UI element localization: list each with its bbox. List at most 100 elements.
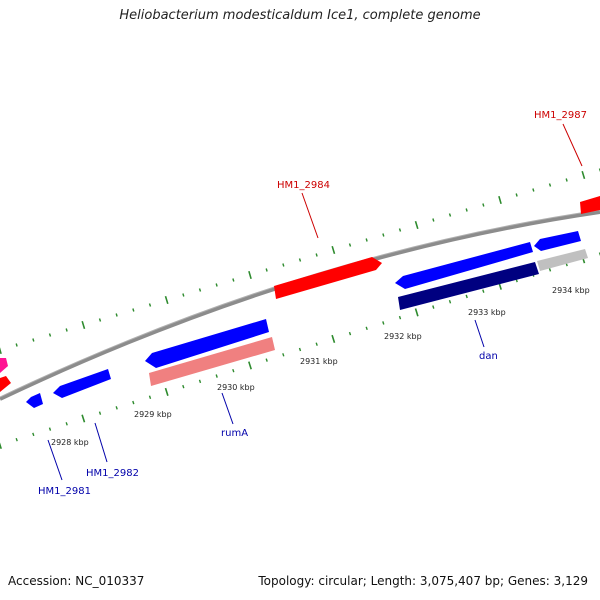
leader-dan [474, 319, 485, 348]
upper-tick [532, 188, 535, 192]
upper-tick [98, 318, 102, 322]
upper-tick [248, 270, 252, 280]
lower-tick [282, 353, 285, 357]
gene-label-hm1-2987[interactable]: HM1_2987 [534, 110, 587, 121]
upper-tick [448, 213, 452, 217]
upper-tick [164, 295, 169, 305]
lower-tick [382, 321, 385, 325]
lower-tick [365, 326, 368, 331]
gene-label-hm1-2981[interactable]: HM1_2981 [38, 486, 91, 497]
genome-title: Heliobacterium modesticaldum Ice1, compl… [119, 8, 481, 23]
lower-tick-track [0, 252, 600, 450]
lower-tick [348, 331, 352, 336]
genome-summary-text: Topology: circular; Length: 3,075,407 bp… [258, 574, 588, 588]
lower-tick [248, 361, 252, 370]
upper-tick [215, 283, 218, 287]
upper-tick [498, 195, 502, 205]
leader-hm1-2987 [562, 123, 583, 167]
kbp-label-2934: 2934 kbp [552, 286, 590, 295]
upper-tick [365, 238, 368, 242]
lower-tick [48, 427, 52, 431]
upper-tick [581, 170, 586, 180]
gene-rumA[interactable] [149, 337, 275, 386]
upper-tick [515, 193, 518, 197]
gene-left-magenta[interactable] [0, 358, 8, 373]
upper-tick [132, 308, 135, 312]
upper-tick [65, 328, 68, 332]
genome-backbone-highlight [0, 209, 600, 398]
upper-tick [331, 245, 336, 255]
lower-tick [0, 442, 2, 450]
upper-tick [81, 320, 86, 330]
gene-grey[interactable] [537, 249, 588, 271]
gene-label-dan[interactable]: dan [479, 351, 498, 362]
gene-label-hm1-2984[interactable]: HM1_2984 [277, 180, 330, 191]
upper-tick [198, 288, 202, 292]
lower-tick [315, 342, 318, 346]
gene-blue-right[interactable] [534, 231, 581, 251]
lower-tick [331, 334, 336, 343]
leader-hm1-2981 [47, 439, 63, 481]
lower-tick [81, 414, 86, 423]
lower-tick [32, 432, 35, 437]
upper-tick [565, 178, 568, 182]
upper-tick [414, 220, 419, 230]
gene-hm1-2982[interactable] [53, 369, 111, 398]
lower-tick [482, 289, 485, 293]
gene-hm1-2981[interactable] [26, 393, 43, 408]
lower-tick [298, 347, 302, 352]
genome-backbone [0, 210, 600, 401]
gene-blue-large-2[interactable] [395, 242, 533, 289]
gene-label-hm1-2982[interactable]: HM1_2982 [86, 468, 139, 479]
lower-tick [414, 308, 419, 317]
upper-tick [398, 228, 402, 232]
upper-tick [282, 263, 285, 267]
upper-tick [348, 243, 352, 247]
kbp-label-2929: 2929 kbp [134, 410, 172, 419]
kbp-label-2933: 2933 kbp [468, 308, 506, 317]
lower-tick [548, 268, 552, 272]
lower-tick [148, 395, 152, 400]
lower-tick [15, 437, 18, 442]
gene-dan[interactable] [398, 262, 539, 310]
upper-tick-track [0, 168, 600, 355]
upper-tick [148, 303, 152, 307]
upper-tick [482, 203, 485, 207]
leader-hm1-2984 [301, 192, 319, 239]
lower-tick [232, 368, 235, 373]
lower-tick [182, 384, 185, 389]
lower-tick [432, 305, 435, 309]
upper-tick [382, 233, 385, 237]
upper-tick [548, 183, 552, 187]
upper-tick [115, 313, 118, 317]
upper-tick [0, 347, 2, 355]
upper-tick [432, 218, 435, 222]
kbp-label-2930: 2930 kbp [217, 383, 255, 392]
lower-tick [465, 294, 468, 299]
lower-tick [198, 379, 202, 384]
gene-label-rumA[interactable]: rumA [221, 428, 248, 439]
gene-blue-large-1[interactable] [145, 319, 269, 368]
upper-tick [15, 343, 18, 347]
accession-text: Accession: NC_010337 [8, 574, 145, 588]
upper-tick [465, 208, 468, 212]
lower-tick [98, 411, 102, 415]
gene-hm1-2984[interactable] [274, 257, 382, 299]
leader-rumA [221, 392, 234, 425]
lower-tick [265, 358, 268, 362]
lower-tick [164, 387, 169, 397]
gene-left-red[interactable] [0, 376, 11, 392]
kbp-label-2931: 2931 kbp [300, 357, 338, 366]
upper-tick [182, 293, 185, 297]
gene-hm1-2987[interactable] [580, 196, 600, 214]
lower-tick [115, 406, 118, 410]
leader-hm1-2982 [94, 422, 108, 463]
kbp-label-2932: 2932 kbp [384, 332, 422, 341]
upper-tick [232, 278, 235, 282]
upper-tick [298, 258, 302, 262]
lower-tick [448, 299, 452, 304]
lower-tick [65, 422, 68, 426]
upper-tick [315, 253, 318, 257]
upper-tick [265, 268, 268, 272]
